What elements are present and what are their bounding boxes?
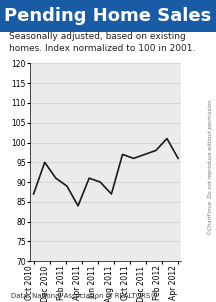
Text: Pending Home Sales: Pending Home Sales [4,7,212,25]
Text: Seasonally adjusted, based on existing
homes. Index normalized to 100 in 2001.: Seasonally adjusted, based on existing h… [9,32,195,53]
Text: ©ChartForce  Do not reproduce without permission.: ©ChartForce Do not reproduce without per… [207,98,213,235]
Text: Data: National Association of REALTORS®: Data: National Association of REALTORS® [11,293,157,299]
